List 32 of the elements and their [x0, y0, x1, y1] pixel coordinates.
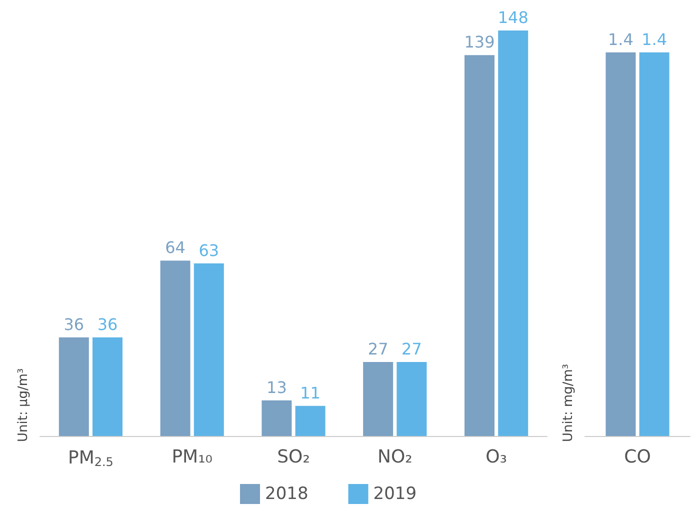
bar [194, 263, 224, 436]
data-label: 63 [198, 240, 220, 260]
x-tick-label: O₃ [486, 446, 507, 468]
bar [363, 362, 394, 436]
y-axis-title: Unit: mg/m³ [561, 364, 576, 442]
data-label: 139 [464, 32, 495, 52]
data-label: 148 [498, 8, 528, 27]
y-axis-title: Unit: μg/m³ [16, 368, 31, 442]
data-label: 36 [64, 314, 84, 334]
bar [464, 55, 494, 436]
legend-label: 2018 [265, 484, 308, 504]
bar [58, 337, 89, 436]
bar [262, 400, 292, 436]
data-label: 1.4 [642, 30, 668, 49]
x-tick-label: NO₂ [377, 446, 412, 468]
data-label: 36 [97, 314, 118, 334]
bar [498, 30, 528, 436]
data-label: 27 [402, 340, 422, 359]
legend-label: 2019 [373, 484, 417, 504]
x-tick-label: CO [624, 446, 651, 468]
x-tick-label: PM₁₀ [172, 446, 213, 468]
bar [160, 260, 190, 436]
data-label: 64 [165, 238, 186, 258]
x-tick-label: SO₂ [277, 446, 310, 468]
bar [92, 337, 122, 436]
data-label: 13 [266, 378, 287, 397]
data-label: 1.4 [608, 30, 634, 49]
bar [295, 406, 326, 436]
data-label: 27 [368, 340, 388, 359]
data-label: 11 [300, 383, 320, 402]
x-tick-label: PM2.5 [68, 448, 114, 469]
bar [396, 362, 427, 436]
